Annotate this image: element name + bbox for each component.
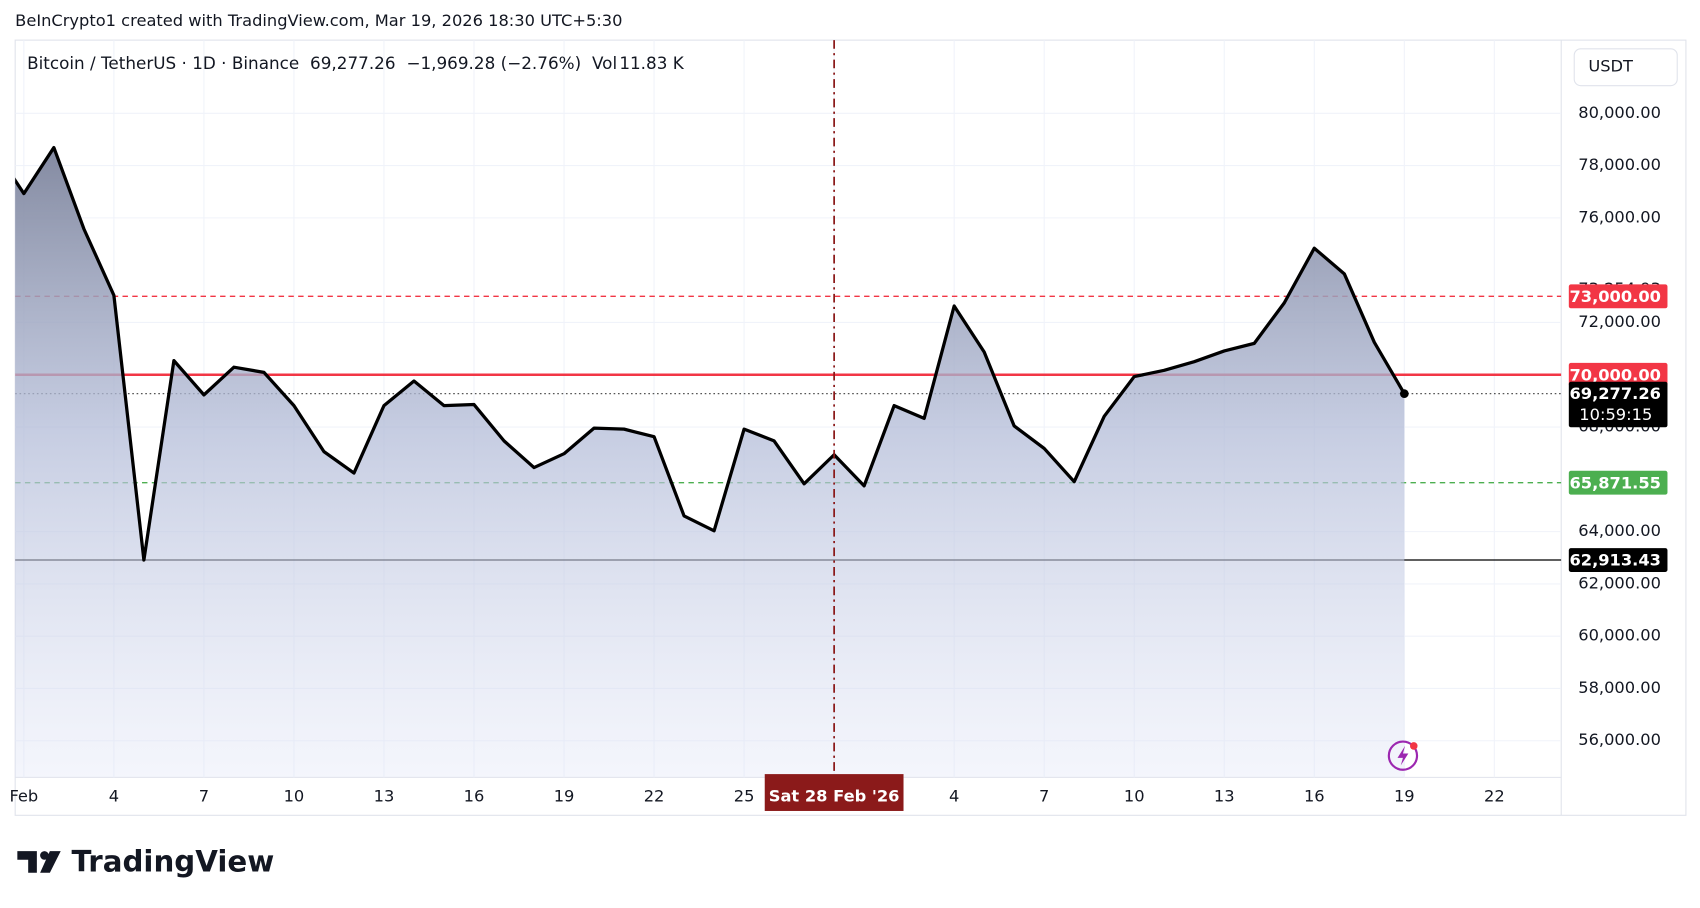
x-tick-label: 10 [1124, 786, 1145, 805]
y-tick-label: 62,000.00 [1578, 573, 1661, 592]
countdown: 10:59:15 [1579, 405, 1652, 424]
crosshair-label-box [764, 774, 904, 811]
x-tick-label: 16 [464, 786, 485, 805]
attribution: BeInCrypto1 created with TradingView.com… [15, 11, 622, 30]
volume: 11.83 K [619, 53, 684, 73]
y-tick-label: 56,000.00 [1578, 730, 1661, 749]
last-price: 69,277.26 [310, 53, 396, 73]
x-tick-label: 25 [734, 786, 755, 805]
y-tick-label: 72,000.00 [1578, 312, 1661, 331]
brand-logo [17, 851, 61, 873]
price-label-box [1568, 362, 1668, 387]
axes: 56,000.00 58,000.00 60,000.00 62,000.00 64,0… [9, 40, 1668, 811]
y-tick-label: 80,000.00 [1578, 103, 1661, 122]
price-label-box [1568, 548, 1668, 572]
x-tick-label: Feb [9, 786, 38, 805]
price-label: 62,913.43 [1569, 551, 1661, 570]
price-label-box [1568, 284, 1668, 309]
y-tick-label: 60,000.00 [1578, 626, 1661, 645]
price-label: 65,871.55 [1569, 473, 1661, 492]
x-tick-label: 4 [109, 786, 119, 805]
x-tick-label: 13 [1214, 786, 1235, 805]
x-tick-label: 22 [1484, 786, 1505, 805]
price-label: 70,000.00 [1569, 365, 1661, 384]
x-tick-label: 16 [1304, 786, 1325, 805]
lightning-icon[interactable] [1387, 740, 1419, 771]
legend: Bitcoin / TetherUS · 1D · Binance 69,277… [27, 53, 685, 73]
currency[interactable]: USDT [1588, 57, 1633, 76]
change: −1,969.28 (−2.76%) [406, 53, 581, 73]
x-tick-label: 7 [1039, 786, 1049, 805]
x-tick-label: 10 [284, 786, 305, 805]
y-tick-label: 78,000.00 [1578, 155, 1661, 174]
x-tick-label: 19 [554, 786, 575, 805]
x-tick-label: 13 [374, 786, 395, 805]
currency-button[interactable] [1573, 48, 1678, 87]
x-tick-label: 22 [644, 786, 665, 805]
area-fill [15, 147, 1405, 778]
volume-label: Vol [592, 53, 617, 73]
price-label-box [1568, 470, 1668, 495]
crosshair-label: Sat 28 Feb '26 [769, 786, 900, 805]
y-tick-label: 76,000.00 [1578, 207, 1661, 226]
y-tick-label: 58,000.00 [1578, 678, 1661, 697]
y-tick-label: 64,000.00 [1578, 521, 1661, 540]
price-label: 73,000.00 [1569, 287, 1661, 306]
x-tick-label: 19 [1394, 786, 1415, 805]
x-tick-label: 7 [199, 786, 209, 805]
price-line [15, 145, 1406, 562]
price-label-box [1568, 381, 1668, 428]
symbol: Bitcoin / TetherUS · 1D · Binance [27, 53, 299, 73]
brand: TradingView [72, 845, 275, 879]
last-point [1399, 389, 1409, 398]
x-tick-label: 4 [949, 786, 959, 805]
price-label: 69,277.26 [1569, 384, 1661, 403]
plot [15, 145, 1562, 778]
